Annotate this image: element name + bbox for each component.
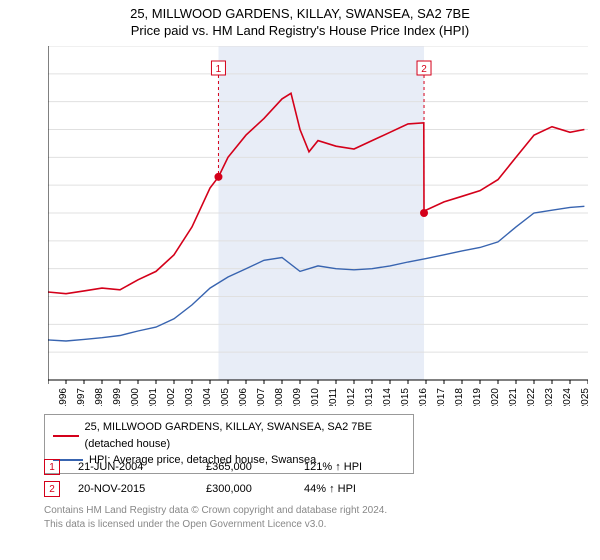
svg-text:1995: 1995 [48,388,51,406]
svg-text:2007: 2007 [256,388,267,406]
table-row: 2 20-NOV-2015 £300,000 44% ↑ HPI [44,478,394,500]
svg-text:2009: 2009 [292,388,303,406]
svg-text:2024: 2024 [562,388,573,406]
chart-title: 25, MILLWOOD GARDENS, KILLAY, SWANSEA, S… [0,0,600,40]
svg-text:2011: 2011 [328,388,339,406]
svg-text:2002: 2002 [166,388,177,406]
sale-price: £365,000 [206,461,286,473]
sale-price: £300,000 [206,483,286,495]
title-line1: 25, MILLWOOD GARDENS, KILLAY, SWANSEA, S… [0,6,600,23]
svg-text:2025: 2025 [580,388,588,406]
svg-text:2017: 2017 [436,388,447,406]
footer-line2: This data is licensed under the Open Gov… [44,518,387,532]
legend-swatch [53,435,79,437]
sale-date: 20-NOV-2015 [78,483,188,495]
svg-text:2004: 2004 [202,388,213,406]
svg-text:2015: 2015 [400,388,411,406]
sale-marker: 1 [44,459,60,475]
svg-text:2019: 2019 [472,388,483,406]
svg-text:2023: 2023 [544,388,555,406]
svg-text:2: 2 [421,64,427,75]
svg-text:2010: 2010 [310,388,321,406]
svg-text:2014: 2014 [382,388,393,406]
legend-label: 25, MILLWOOD GARDENS, KILLAY, SWANSEA, S… [85,419,405,452]
title-line2: Price paid vs. HM Land Registry's House … [0,23,600,40]
svg-text:2005: 2005 [220,388,231,406]
line-chart: £0£50K£100K£150K£200K£250K£300K£350K£400… [48,46,588,406]
svg-text:1999: 1999 [112,388,123,406]
footer-text: Contains HM Land Registry data © Crown c… [44,504,387,531]
svg-text:2003: 2003 [184,388,195,406]
sale-marker: 2 [44,481,60,497]
sale-hpi: 121% ↑ HPI [304,461,394,473]
svg-text:1998: 1998 [94,388,105,406]
svg-text:2012: 2012 [346,388,357,406]
svg-text:2020: 2020 [490,388,501,406]
svg-text:2016: 2016 [418,388,429,406]
sales-table: 1 21-JUN-2004 £365,000 121% ↑ HPI 2 20-N… [44,456,394,500]
svg-text:1: 1 [216,64,222,75]
sale-date: 21-JUN-2004 [78,461,188,473]
svg-text:2001: 2001 [148,388,159,406]
table-row: 1 21-JUN-2004 £365,000 121% ↑ HPI [44,456,394,478]
svg-text:1997: 1997 [76,388,87,406]
svg-text:2006: 2006 [238,388,249,406]
svg-text:1996: 1996 [58,388,69,406]
svg-text:2000: 2000 [130,388,141,406]
svg-text:2022: 2022 [526,388,537,406]
svg-text:2008: 2008 [274,388,285,406]
legend-row: 25, MILLWOOD GARDENS, KILLAY, SWANSEA, S… [53,419,405,452]
footer-line1: Contains HM Land Registry data © Crown c… [44,504,387,518]
svg-text:2021: 2021 [508,388,519,406]
svg-text:2018: 2018 [454,388,465,406]
svg-text:2013: 2013 [364,388,375,406]
sale-hpi: 44% ↑ HPI [304,483,394,495]
